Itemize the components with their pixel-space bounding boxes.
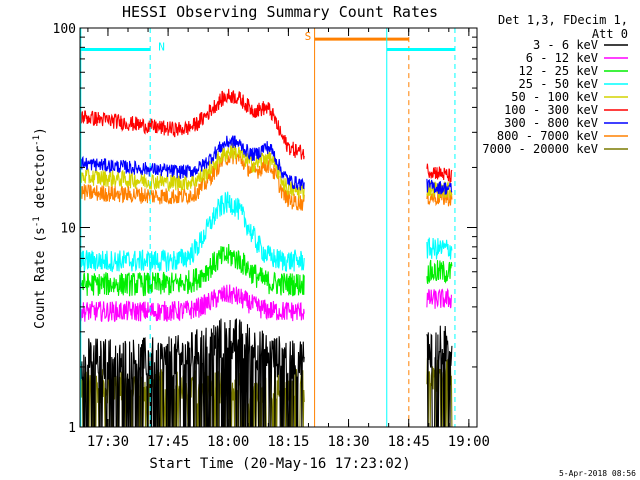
x-tick-label-0: 17:30: [87, 434, 129, 450]
y-tick-label-1: 10: [60, 222, 76, 237]
legend-label-6: 300 - 800 keV: [504, 116, 598, 130]
legend-label-8: 7000 - 20000 keV: [482, 142, 598, 156]
plot-frame: 17:30 17:45 18:00 18:15 18:30 18:45 19:00 1 10 10…: [53, 22, 490, 450]
x-tick-label-3: 18:15: [267, 434, 309, 450]
y-label-end: ): [33, 127, 48, 135]
series-line-800-7000-keV-seg1: [79, 147, 305, 211]
series-line-12-25-keV-seg1: [79, 243, 305, 297]
data-layer: NS: [79, 28, 456, 428]
series-line-3-6-keV-seg1: [79, 318, 305, 428]
series-line-25-50-keV-seg1: [79, 191, 305, 273]
flag-label-N: N: [158, 41, 165, 54]
y-tick-label-2: 100: [53, 22, 76, 37]
y-axis-label: Count Rate (s-1 detector-1): [32, 127, 48, 329]
series-line-300-800-keV-seg2: [426, 178, 453, 196]
y-tick-label-0: 1: [68, 421, 76, 436]
x-tick-label-6: 19:00: [448, 434, 490, 450]
series-line-3-6-keV-seg2: [426, 325, 453, 428]
legend-label-4: 50 - 100 keV: [511, 90, 598, 104]
series-line-50-100-keV-seg2: [426, 180, 453, 200]
legend-label-2: 12 - 25 keV: [519, 64, 598, 78]
series-line-100-300-keV-seg2: [426, 163, 453, 184]
timestamp: 5-Apr-2018 08:56: [559, 469, 636, 478]
series-line-300-800-keV-seg1: [79, 134, 305, 191]
y-label-sup2: -1: [32, 135, 42, 146]
x-tick-label-1: 17:45: [147, 434, 189, 450]
legend-label-7: 800 - 7000 keV: [497, 129, 598, 143]
legend-header-line2: Att 0: [592, 27, 628, 41]
y-label-sup1: -1: [32, 216, 42, 227]
flag-label-S: S: [305, 30, 312, 43]
series-line-25-50-keV-seg2: [426, 237, 453, 260]
series-line-12-25-keV-seg2: [426, 259, 453, 284]
series-line-6-12-keV-seg1: [79, 284, 305, 324]
legend-label-1: 6 - 12 keV: [526, 51, 598, 65]
chart-title: HESSI Observing Summary Count Rates: [122, 3, 438, 21]
series-line-6-12-keV-seg2: [426, 287, 453, 309]
x-tick-label-5: 18:45: [388, 434, 430, 450]
y-label-main: Count Rate (s: [33, 227, 48, 329]
x-axis-label: Start Time (20-May-16 17:23:02): [149, 456, 410, 472]
legend-label-0: 3 - 6 keV: [533, 38, 598, 52]
legend-label-5: 100 - 300 keV: [504, 103, 598, 117]
series-line-100-300-keV-seg1: [79, 88, 305, 160]
y-label-mid: detector: [33, 146, 48, 217]
x-tick-label-2: 18:00: [207, 434, 249, 450]
x-tick-label-4: 18:30: [327, 434, 369, 450]
legend-label-3: 25 - 50 keV: [519, 77, 598, 91]
legend-header-line1: Det 1,3, FDecim 1,: [498, 13, 628, 27]
